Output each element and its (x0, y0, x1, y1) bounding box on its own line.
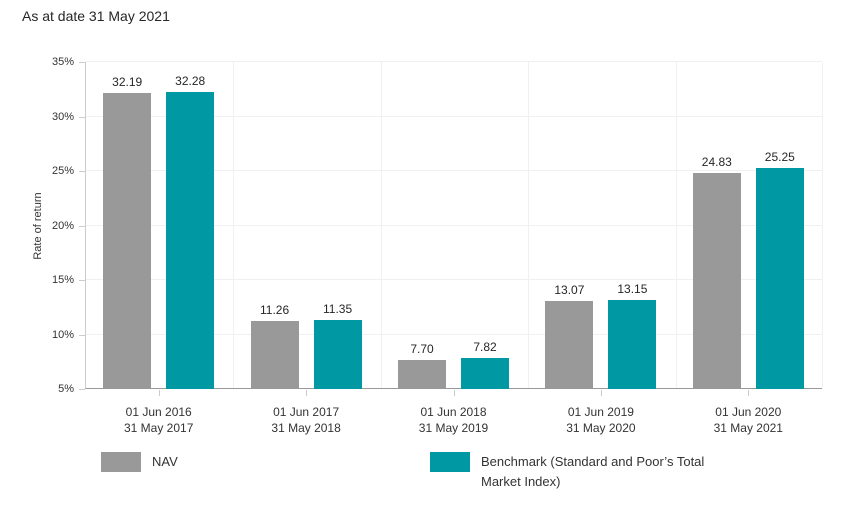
bar-benchmark-0 (166, 91, 215, 389)
x-axis-tick (453, 390, 455, 396)
bar-value-label: 32.19 (112, 74, 143, 89)
bar-benchmark-2 (461, 358, 509, 389)
bar-nav-0 (103, 92, 152, 389)
y-tick-label: 20% (51, 219, 74, 232)
y-axis-tick (79, 116, 85, 118)
x-category-label-line: 31 May 2020 (566, 421, 636, 435)
bar-nav-3 (545, 301, 594, 389)
x-category-label-line: 01 Jun 2018 (420, 405, 487, 419)
bar-value-label: 11.35 (323, 301, 353, 316)
bar-value-label: 11.26 (260, 302, 290, 317)
y-axis-tick (79, 225, 85, 227)
y-tick-label: 25% (51, 165, 74, 177)
chart-title: As at date 31 May 2021 (22, 8, 170, 24)
benchmark-legend-swatch (430, 452, 470, 472)
bar-nav-4 (692, 172, 741, 389)
nav-legend-swatch (101, 452, 141, 472)
y-axis-tick (79, 171, 85, 172)
bar-value-label: 25.25 (764, 150, 795, 165)
x-category-label: 01 Jun 2016 31 May 2017 (84, 404, 234, 436)
y-tick-label: 30% (51, 110, 74, 123)
x-category-label: 01 Jun 2019 31 May 2020 (526, 404, 676, 436)
y-tick-label: 5% (58, 383, 74, 395)
v-gridline (233, 62, 234, 388)
v-gridline (381, 62, 382, 388)
x-category-label-line: 01 Jun 2020 (715, 405, 782, 419)
x-axis-tick (158, 390, 160, 396)
x-category-label: 01 Jun 2020 31 May 2021 (673, 404, 823, 436)
bar-value-label: 24.83 (701, 154, 732, 169)
bar-value-label: 7.70 (410, 341, 434, 356)
bar-value-label: 7.82 (473, 340, 497, 355)
h-gridline (86, 115, 822, 117)
nav-legend-label: NAV (152, 454, 178, 469)
x-category-label-line: 01 Jun 2016 (125, 405, 192, 419)
h-gridline (86, 170, 822, 171)
y-tick-label: 10% (51, 328, 74, 341)
bar-nav-2 (398, 359, 446, 389)
h-gridline (86, 279, 822, 280)
x-category-label-line: 01 Jun 2017 (273, 405, 340, 419)
bar-value-label: 13.15 (617, 282, 648, 297)
h-gridline (86, 61, 822, 62)
x-axis-tick (748, 390, 750, 396)
benchmark-legend-label: Benchmark (Standard and Poor’s Total Mar… (481, 454, 705, 489)
x-category-label: 01 Jun 2018 31 May 2019 (379, 404, 529, 436)
y-tick-label: 15% (51, 274, 74, 286)
x-axis-tick (306, 390, 308, 396)
y-axis-tick (79, 334, 85, 336)
v-gridline (676, 62, 677, 388)
y-axis-tick (79, 389, 85, 390)
bar-nav-1 (250, 320, 299, 389)
bar-value-label: 13.07 (554, 283, 585, 298)
x-category-label-line: 31 May 2017 (123, 421, 194, 435)
y-axis-tick (79, 62, 85, 63)
bar-benchmark-4 (755, 168, 804, 389)
y-tick-label: 35% (51, 56, 74, 68)
v-gridline (822, 62, 823, 388)
x-category-label-line: 31 May 2019 (418, 421, 489, 435)
plot-area (85, 61, 823, 389)
h-gridline (86, 333, 822, 335)
legend-item-benchmark[interactable]: Benchmark (Standard and Poor’s Total Mar… (430, 452, 736, 492)
x-category-label: 01 Jun 2017 31 May 2018 (231, 404, 381, 436)
bar-benchmark-1 (313, 319, 362, 389)
x-axis-tick (600, 390, 602, 396)
h-gridline (86, 224, 822, 226)
x-category-label-line: 31 May 2018 (271, 421, 341, 435)
v-gridline (528, 62, 529, 388)
x-category-label-line: 01 Jun 2019 (567, 405, 634, 419)
legend-item-nav[interactable]: NAV (101, 452, 178, 472)
y-axis-tick (79, 280, 85, 281)
bar-benchmark-3 (608, 300, 657, 389)
bar-value-label: 32.28 (175, 73, 206, 88)
x-category-label-line: 31 May 2021 (713, 421, 783, 435)
